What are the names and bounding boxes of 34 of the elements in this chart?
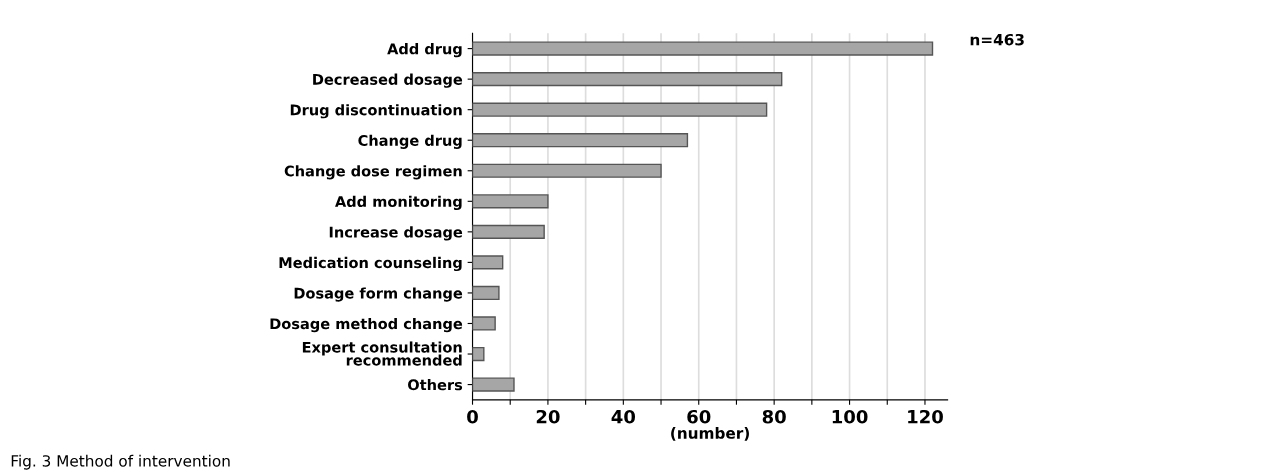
y-tick-label: Decreased dosage [313, 73, 463, 88]
bar [472, 41, 934, 56]
x-axis-title: (number) [671, 427, 749, 441]
bar [472, 316, 496, 331]
bar [472, 377, 515, 392]
bar [472, 346, 485, 362]
bar [472, 72, 783, 87]
y-tick-label: Add monitoring [335, 195, 462, 210]
bar [472, 102, 768, 117]
x-tick-label: 80 [762, 409, 786, 424]
y-tick-label: Change dose regimen [284, 165, 462, 180]
bar [472, 285, 500, 301]
bar [472, 255, 504, 270]
y-tick-label: Medication counseling [279, 256, 462, 272]
bar [472, 163, 662, 178]
y-tick-label: Dosage form change [294, 287, 463, 302]
x-tick-label: 100 [832, 409, 868, 424]
y-tick-label: Change drug [358, 134, 462, 149]
y-tick-label: Add drug [387, 43, 462, 58]
x-tick-label: 0 [467, 409, 478, 424]
caption: Fig. 3 Method of intervention [11, 454, 230, 470]
x-tick-label: 40 [611, 409, 636, 424]
text: n=463 [970, 33, 1024, 46]
y-tick-label: Drug discontinuation [290, 104, 462, 119]
y-tick-label: Dosage method change [270, 317, 463, 333]
y-tick-label: Others [408, 379, 463, 391]
bar [472, 194, 549, 209]
bar [472, 133, 689, 148]
x-tick-label: 20 [536, 409, 560, 424]
bar [472, 224, 545, 239]
y-tick-label: Increase dosage [329, 226, 463, 241]
x-tick-label: 60 [687, 409, 711, 424]
y-tick-label: Expert consultation recommended [302, 341, 462, 366]
x-tick-label: 120 [908, 409, 943, 424]
